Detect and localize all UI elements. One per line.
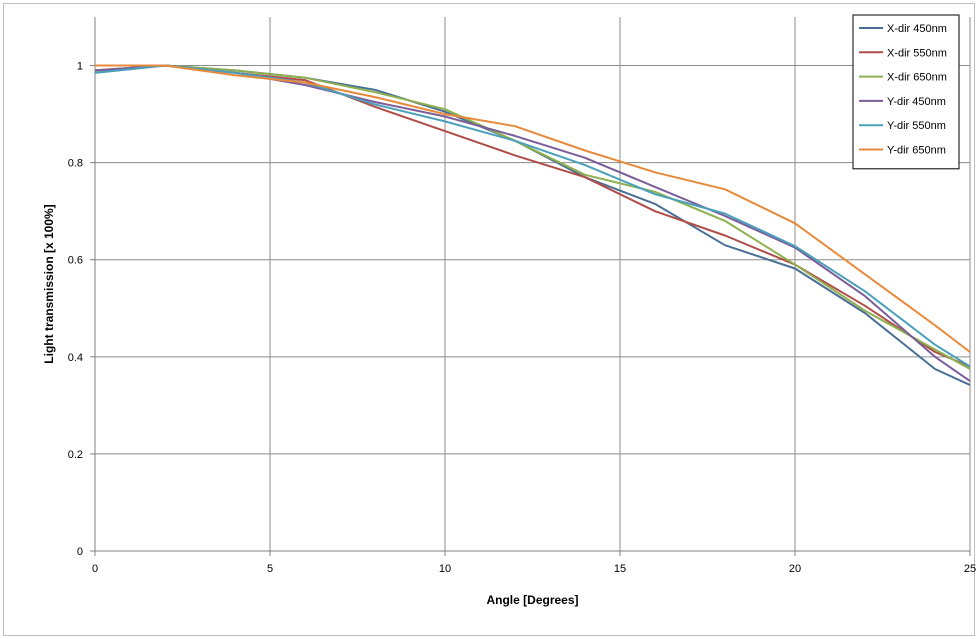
legend-label: X-dir 650nm [887, 72, 947, 84]
legend-label: Y-dir 650nm [887, 145, 946, 157]
y-axis-title: Light transmission [x 100%] [42, 204, 56, 363]
y-tick-label: 0.2 [68, 449, 83, 461]
x-tick-label: 0 [92, 563, 98, 575]
legend-label: X-dir 450nm [887, 23, 947, 35]
axes [90, 17, 971, 556]
series-line-x-dir-550nm [94, 64, 971, 368]
series-line-y-dir-650nm [95, 64, 971, 353]
series-line-y-dir-550nm [94, 64, 971, 368]
x-tick-label: 5 [267, 563, 273, 575]
legend-label: Y-dir 550nm [887, 120, 946, 132]
y-tick-label: 0 [77, 546, 83, 558]
legend-label: X-dir 550nm [887, 47, 947, 59]
x-tick-label: 15 [614, 563, 626, 575]
y-tick-label: 0.6 [68, 255, 83, 267]
tick-labels: 00.20.40.60.810 5 10 15 20 25 [68, 61, 976, 575]
legend-box [852, 14, 960, 170]
series-line-x-dir-450nm [94, 64, 971, 386]
y-tick-label: 0.8 [68, 158, 83, 170]
y-tick-label: 1 [77, 61, 83, 73]
x-tick-label: 20 [789, 563, 801, 575]
x-axis-title: Angle [Degrees] [486, 593, 578, 607]
series-line-x-dir-650nm [94, 64, 971, 370]
gridlines [95, 17, 971, 551]
chart-frame [3, 3, 975, 636]
series-lines [94, 64, 971, 386]
x-tick-label: 10 [439, 563, 451, 575]
x-tick-label: 25 [964, 563, 976, 575]
series-line-y-dir-450nm [94, 64, 971, 382]
y-tick-label: 0.4 [68, 352, 83, 364]
legend: X-dir 450nm X-dir 550nm X-dir 650nm Y-dir 4… [852, 14, 960, 170]
legend-label: Y-dir 450nm [887, 96, 946, 108]
